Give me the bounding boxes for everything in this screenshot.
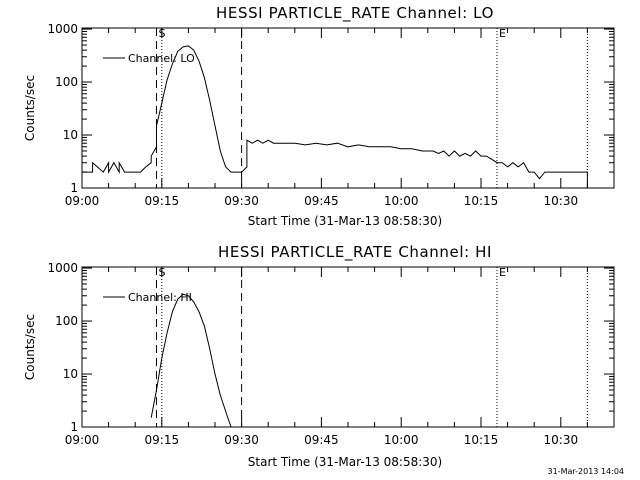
footer-timestamp: 31-Mar-2013 14:04: [548, 467, 625, 476]
marker-label: S: [158, 266, 165, 279]
x-tick-label: 09:45: [304, 433, 339, 447]
y-axis-label: Counts/sec: [23, 75, 37, 141]
y-axis-label: Counts/sec: [23, 314, 37, 380]
marker-label: E: [499, 266, 506, 279]
x-tick-label: 09:15: [145, 194, 180, 208]
x-tick-label: 10:15: [464, 433, 499, 447]
series-group: [150, 293, 232, 428]
series-line: [82, 45, 593, 189]
y-tick-label: 10: [63, 367, 78, 381]
marker-label: E: [499, 27, 506, 40]
x-tick-label: 10:00: [384, 433, 419, 447]
x-axis-label: Start Time (31-Mar-13 08:58:30): [248, 455, 442, 469]
x-tick-label: 09:15: [145, 433, 180, 447]
legend-label: Channel: LO: [128, 52, 195, 65]
chart-panel-lo: HESSI PARTICLE_RATE Channel: LO 1 10 100 10…: [23, 4, 615, 228]
marker-label: S: [158, 27, 165, 40]
x-tick-label: 10:15: [464, 194, 499, 208]
y-tick-label: 1: [70, 420, 78, 434]
x-ticks: 09:00 09:15 09:30 09:45 10:00 10:15 10:30: [65, 28, 588, 208]
y-tick-label: 1000: [47, 261, 78, 275]
x-tick-label: 10:00: [384, 194, 419, 208]
y-ticks: 1 10 100 1000: [47, 261, 614, 434]
x-axis-label: Start Time (31-Mar-13 08:58:30): [248, 214, 442, 228]
y-tick-label: 1: [70, 181, 78, 195]
y-tick-label: 100: [55, 75, 78, 89]
x-tick-label: 09:30: [224, 194, 259, 208]
y-ticks: 1 10 100 1000: [47, 22, 614, 195]
x-tick-label: 09:45: [304, 194, 339, 208]
y-tick-label: 100: [55, 314, 78, 328]
x-tick-label: 10:30: [544, 194, 579, 208]
y-tick-label: 1000: [47, 22, 78, 36]
chart-title: HESSI PARTICLE_RATE Channel: LO: [216, 4, 494, 23]
chart-title: HESSI PARTICLE_RATE Channel: HI: [218, 243, 492, 262]
x-tick-label: 09:30: [224, 433, 259, 447]
y-tick-label: 10: [63, 128, 78, 142]
series-line: [150, 293, 232, 428]
x-ticks: 09:00 09:15 09:30 09:45 10:00 10:15 10:30: [65, 267, 588, 447]
x-tick-label: 09:00: [65, 433, 100, 447]
chart-panel-hi: HESSI PARTICLE_RATE Channel: HI 1 10 100 10…: [23, 243, 615, 469]
series-group: [82, 45, 593, 189]
x-tick-label: 09:00: [65, 194, 100, 208]
legend-label: Channel: HI: [128, 291, 192, 304]
x-tick-label: 10:30: [544, 433, 579, 447]
